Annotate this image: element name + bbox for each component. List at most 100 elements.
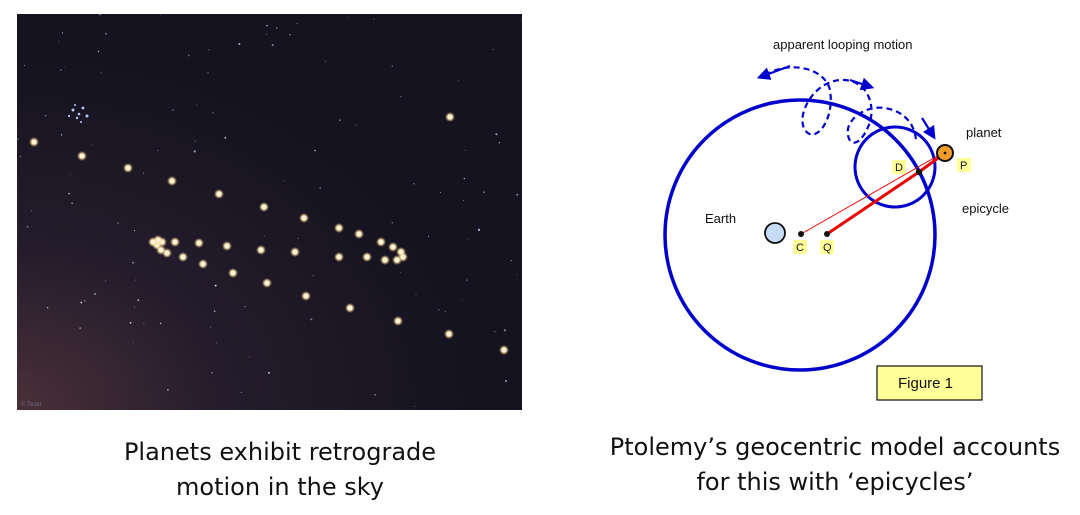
background-star <box>271 44 274 47</box>
planet-position <box>356 231 362 237</box>
background-star <box>289 34 291 36</box>
background-star <box>415 293 417 295</box>
point-p-label-bg <box>957 158 971 172</box>
background-star <box>132 342 134 344</box>
background-star <box>143 322 145 324</box>
background-star <box>355 124 357 126</box>
figure-label-box <box>876 365 983 401</box>
planet-position <box>447 114 453 120</box>
background-star <box>516 274 518 276</box>
background-star <box>264 235 266 237</box>
background-star <box>100 72 102 74</box>
planet-track <box>29 112 509 355</box>
background-star <box>117 222 119 224</box>
background-star <box>97 50 100 53</box>
background-star <box>224 136 227 139</box>
planet-position <box>31 139 37 145</box>
background-star <box>64 66 65 68</box>
background-star <box>194 152 195 153</box>
earth-icon <box>764 222 786 244</box>
motion-arrow-left <box>756 64 791 80</box>
planet-position <box>364 254 370 260</box>
planet-position <box>164 250 170 256</box>
background-star <box>134 306 136 308</box>
background-star <box>60 134 63 136</box>
background-star <box>505 380 507 382</box>
background-star <box>137 299 140 301</box>
background-star <box>105 280 107 282</box>
background-star <box>314 149 316 152</box>
planet-position <box>336 225 342 231</box>
background-star <box>238 42 241 45</box>
background-stars <box>17 14 522 407</box>
planet-position <box>258 247 264 253</box>
background-star <box>458 79 459 81</box>
background-star <box>310 318 313 321</box>
background-star <box>68 192 71 195</box>
planet-position <box>200 261 206 267</box>
background-star <box>60 69 62 71</box>
background-star <box>339 119 341 121</box>
background-star <box>207 72 209 74</box>
planet-position <box>79 153 85 159</box>
background-star <box>482 191 485 194</box>
background-star <box>391 65 393 67</box>
motion-arrow-mid <box>849 77 875 91</box>
epicycle-circle <box>853 125 937 209</box>
background-star <box>90 143 92 145</box>
planet-position <box>230 270 236 276</box>
planet-position <box>303 293 309 299</box>
background-star <box>187 54 190 57</box>
deferent-circle <box>663 98 937 372</box>
planet-position <box>382 257 388 263</box>
background-star <box>83 299 86 302</box>
background-star <box>463 177 466 180</box>
planet-position <box>172 239 178 245</box>
planet-position <box>264 280 270 286</box>
epicycle-diagram: Earth C Q D P apparent looping motion pl… <box>663 37 1009 401</box>
background-star <box>132 261 135 264</box>
background-star <box>135 279 137 281</box>
background-star <box>347 16 348 18</box>
background-star <box>99 14 101 16</box>
photo-caption: Planets exhibit retrograde motion in the… <box>40 435 520 505</box>
background-star <box>19 155 22 158</box>
background-star <box>463 199 464 201</box>
planet-position <box>394 257 400 263</box>
planet-position <box>180 254 186 260</box>
background-star <box>399 272 401 273</box>
background-star <box>495 133 498 136</box>
background-star <box>413 182 415 185</box>
background-star <box>17 138 19 140</box>
background-star <box>210 326 212 328</box>
background-star <box>61 32 64 34</box>
background-star <box>510 260 512 262</box>
background-star <box>173 257 174 259</box>
background-star <box>46 307 49 309</box>
point-c <box>798 231 804 237</box>
photo-caption-line-2: motion in the sky <box>176 473 384 501</box>
line-c-to-p <box>800 153 942 235</box>
background-star <box>265 34 268 36</box>
planet-position <box>390 244 396 250</box>
background-star <box>427 235 430 237</box>
background-star <box>69 173 71 175</box>
background-star <box>193 150 196 153</box>
point-d <box>915 168 923 176</box>
background-star <box>159 322 162 325</box>
background-star <box>296 22 298 25</box>
sky-background <box>17 14 522 410</box>
background-star <box>465 149 467 151</box>
background-star <box>325 60 327 62</box>
background-star <box>439 191 442 194</box>
planet-position <box>400 254 406 260</box>
point-p-label: P <box>960 160 967 172</box>
planet-position <box>292 249 298 255</box>
background-star <box>240 392 242 393</box>
background-star <box>159 14 161 15</box>
point-d-label-bg <box>892 160 906 174</box>
planet-position <box>395 318 401 324</box>
background-star <box>214 284 217 287</box>
planet-position <box>216 191 222 197</box>
figure-label: Figure 1 <box>898 375 953 392</box>
